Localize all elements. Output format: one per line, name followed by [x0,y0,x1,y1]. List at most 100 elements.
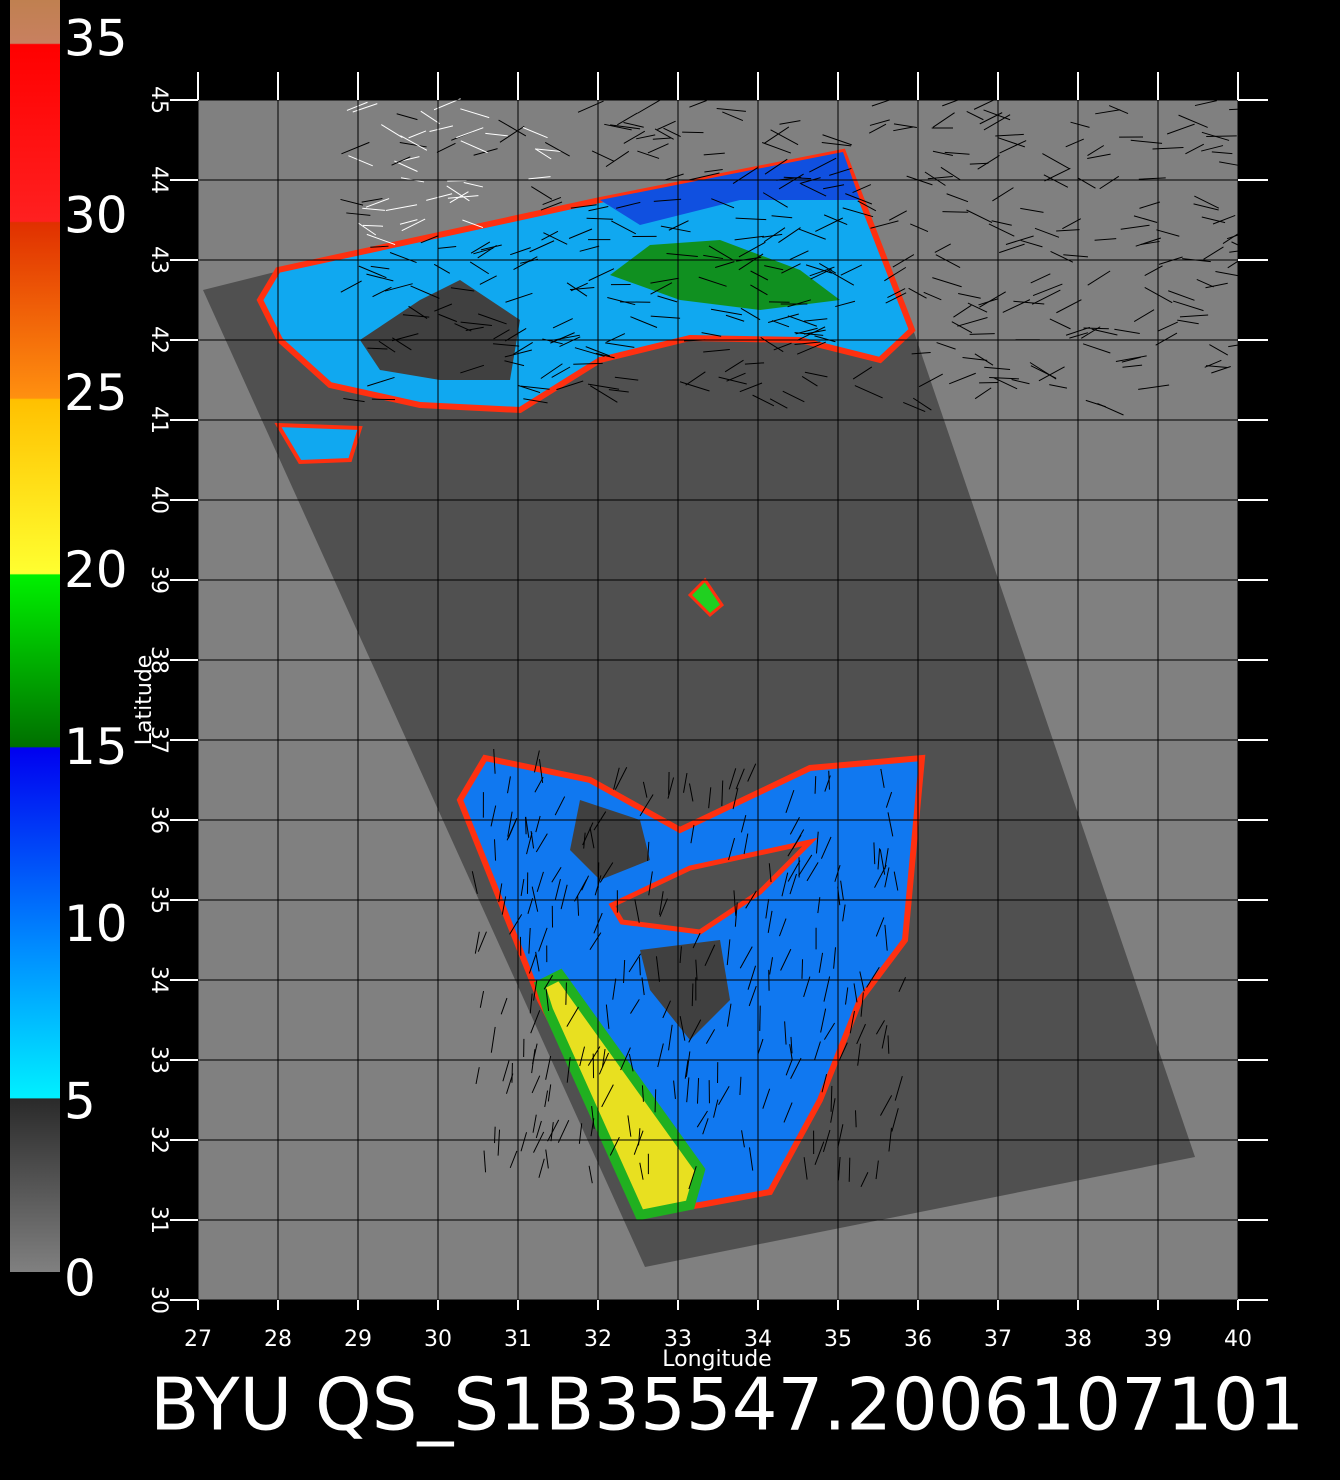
wind-vector [556,380,584,391]
wind-vector [733,890,737,916]
wind-vector [726,1003,732,1027]
colorbar-tick-label: 0 [64,1250,96,1308]
wind-vector [536,871,544,892]
wind-vector [1120,224,1150,230]
wind-vector [803,1157,808,1180]
wind-vector [778,227,801,243]
wind-vector [787,299,812,308]
wind-vector [535,833,548,853]
wind-vector [868,123,887,134]
wind-vector [806,862,819,882]
wind-vector [1135,237,1161,247]
wind-vector [513,342,533,355]
swath [203,150,1195,1267]
x-tick-label: 37 [984,1327,1012,1352]
wind-vector [378,340,396,353]
wind-vector [708,245,734,261]
wind-vector [551,366,571,378]
wind-vector [748,1147,754,1171]
wind-vector [1070,121,1090,128]
wind-vector [810,268,832,280]
wind-vector [565,982,567,1005]
wind-vector [623,121,644,128]
wind-vector [761,142,792,154]
wind-vector [438,246,457,249]
wind-vector [834,864,841,882]
wind-vector [554,879,561,901]
x-tick-label: 39 [1144,1327,1172,1352]
y-tick-label: 39 [146,566,171,594]
x-tick-label: 32 [584,1327,612,1352]
wind-vector [856,1023,866,1045]
wind-vector [362,224,384,227]
wind-vector [911,351,931,355]
wind-vector [507,811,513,837]
wind-vector [545,989,550,1011]
y-tick-label: 44 [146,166,171,194]
wind-vector [620,1047,631,1071]
y-tick-label: 30 [146,1286,171,1314]
wind-vector [589,932,602,951]
wind-vector [969,333,995,335]
wind-vector [894,1076,903,1101]
wind-vector [771,215,793,219]
wind-vector [426,193,453,201]
wind-vector [887,1035,890,1054]
wind-vector [958,293,981,299]
wind-vector [1020,239,1043,248]
wind-vector [1094,238,1117,241]
wind-vector [528,927,531,954]
wind-vector [705,1029,716,1044]
wind-vector [513,256,538,270]
wind-vector [520,1132,528,1152]
wind-vector [497,1129,501,1156]
wind-patch [600,152,860,225]
wind-vector [830,1098,836,1123]
wind-vector [370,245,389,248]
wind-vector [983,114,1011,131]
wind-vector [837,1124,844,1148]
wind-vector [1121,356,1141,363]
wind-vector [689,783,694,802]
wind-vector [348,155,373,167]
colorbar-tick-label: 30 [64,187,128,245]
y-tick-label: 33 [146,1046,171,1074]
wind-vector [469,261,490,275]
wind-vector [650,282,673,295]
wind-vector [652,137,672,140]
wind-vector [429,125,454,132]
wind-vector [819,262,837,274]
wind-vector [1179,314,1209,318]
wind-vector [966,110,984,121]
wind-vector [750,270,769,281]
wind-vector [366,273,394,282]
wind-vector [747,965,757,990]
wind-vector [1063,254,1089,258]
wind-vector [1229,248,1253,253]
wind-vector [463,182,483,188]
wind-vector [969,162,989,165]
wind-vector [735,768,745,790]
wind-vector [365,198,390,208]
wind-vector [504,327,527,342]
wind-vector [1032,283,1063,297]
wind-vector [688,1019,702,1043]
wind-vector [1215,270,1239,277]
wind-vector [880,1095,893,1116]
wind-vector [509,914,523,935]
wind-vector [500,997,508,1015]
wind-vector [715,261,735,269]
wind-vector [507,776,511,794]
wind-vector [653,198,682,202]
wind-vector [447,179,467,182]
wind-vector [995,133,1024,137]
wind-vector [401,218,426,232]
wind-vector [550,332,575,344]
wind-vector [520,878,525,897]
wind-vector [630,999,640,1014]
island-patch [687,577,725,618]
wind-vector [979,291,1006,308]
y-tick-label: 31 [146,1206,171,1234]
wind-vector [721,780,724,806]
wind-vector [586,217,613,220]
